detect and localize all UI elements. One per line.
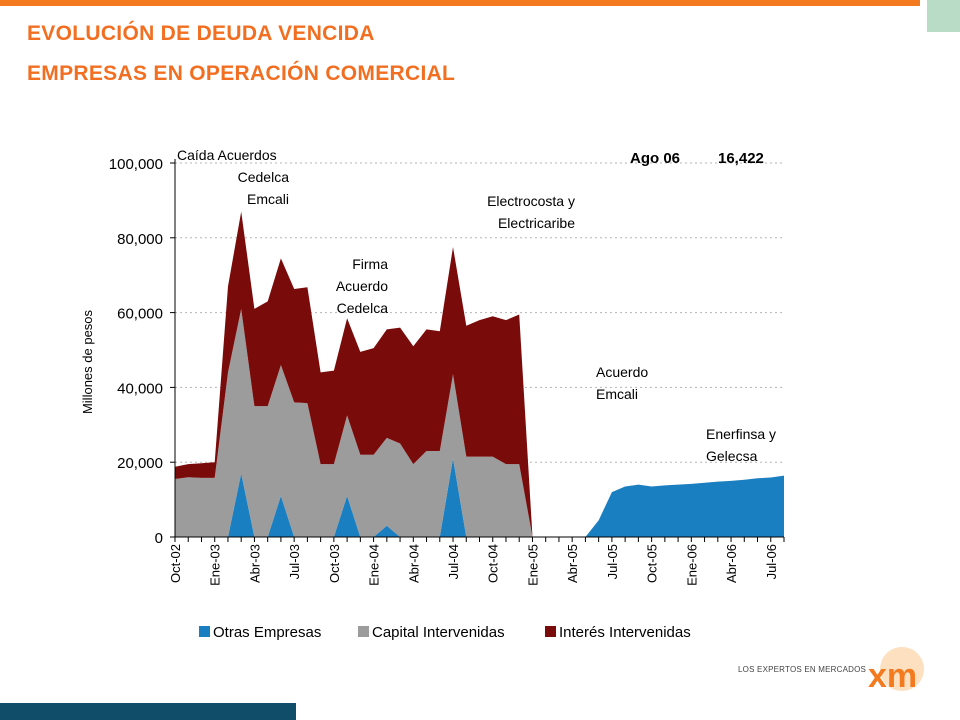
x-tick-label: Abr-04 [406, 544, 421, 583]
x-tick-label: Ene-05 [526, 544, 541, 586]
x-tick-label: Oct-02 [168, 544, 183, 583]
y-tick-label: 60,000 [117, 306, 163, 323]
page-title-line2: EMPRESAS EN OPERACIÓN COMERCIAL [27, 62, 456, 85]
legend-label: Otras Empresas [213, 624, 321, 641]
xm-logo-mark: xm [868, 647, 924, 695]
logo-mark-text: xm [868, 657, 917, 695]
annotation-text: Enerfinsa y [706, 426, 776, 442]
x-tick-label: Jul-03 [287, 544, 302, 579]
debt-area-chart: 0 20,000 40,000 60,000 80,000 100,000 Millones… [80, 147, 785, 641]
annotation-text: Emcali [596, 386, 638, 402]
y-tick-label: 80,000 [117, 231, 163, 248]
x-tick-label: Abr-06 [724, 544, 739, 583]
y-tick-label: 100,000 [109, 156, 163, 173]
y-axis-title: Millones de pesos [80, 309, 95, 414]
y-tick-label: 20,000 [117, 455, 163, 472]
x-tick-label: Jul-04 [446, 544, 461, 579]
x-tick-label: Ene-03 [208, 544, 223, 586]
x-tick-label: Ene-04 [367, 544, 382, 586]
y-tick-label: 0 [155, 530, 163, 547]
x-tick-label: Ene-06 [684, 544, 699, 586]
x-tick-label: Oct-04 [486, 544, 501, 583]
x-tick-label: Abr-05 [565, 544, 580, 583]
bottom-accent-bar [0, 703, 296, 720]
annotation-text: Electricaribe [498, 215, 575, 231]
area-interes-intervenidas [175, 211, 784, 537]
annotation-text: Cedelca [238, 169, 290, 185]
annotation-text: Cedelca [337, 300, 389, 316]
annotation-text: Caída Acuerdos [177, 147, 277, 163]
corner-block [927, 0, 960, 32]
page-title-line1: EVOLUCIÓN DE DEUDA VENCIDA [27, 22, 375, 45]
x-tick-label: Jul-06 [764, 544, 779, 579]
x-tick-label: Oct-03 [327, 544, 342, 583]
legend-label: Interés Intervenidas [559, 624, 691, 641]
legend-swatch [358, 626, 369, 637]
annotation-text: Electrocosta y [487, 193, 575, 209]
annotation-text: Acuerdo [596, 364, 648, 380]
annotation-text: Firma [352, 256, 388, 272]
legend-label: Capital Intervenidas [372, 624, 505, 641]
annotation-text: Acuerdo [336, 278, 388, 294]
x-tick-label: Oct-05 [645, 544, 660, 583]
xm-logo: LOS EXPERTOS EN MERCADOS xm [738, 643, 938, 703]
legend-swatch [545, 626, 556, 637]
annotation-text: Gelecsa [706, 448, 758, 464]
y-tick-label: 40,000 [117, 380, 163, 397]
callout-label: Ago 06 [630, 150, 680, 167]
top-accent-bar [0, 0, 920, 6]
area-capital-intervenidas [175, 308, 784, 537]
x-tick-label: Abr-03 [247, 544, 262, 583]
logo-tagline: LOS EXPERTOS EN MERCADOS [738, 665, 867, 674]
x-tick-label: Jul-05 [605, 544, 620, 579]
area-otras-empresas [175, 458, 784, 537]
annotation-text: Emcali [247, 191, 289, 207]
legend-swatch [199, 626, 210, 637]
callout-value: 16,422 [718, 150, 764, 167]
